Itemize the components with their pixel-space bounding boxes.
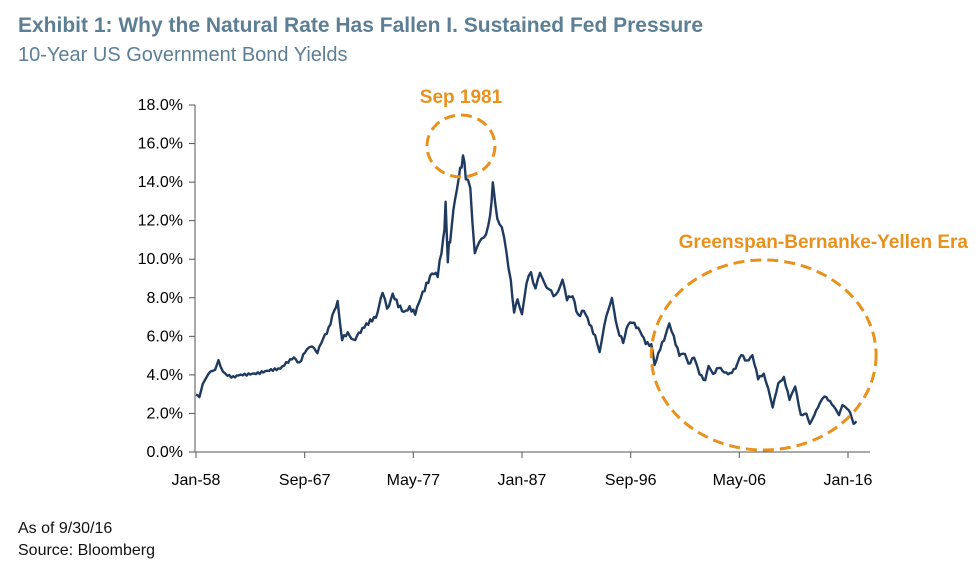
x-tick-label: May-77	[387, 472, 440, 489]
chart-subtitle: 10-Year US Government Bond Yields	[18, 44, 348, 66]
chart-series	[195, 154, 858, 426]
y-tick-label: 0.0%	[147, 444, 183, 461]
sep-1981-ellipse	[425, 113, 497, 179]
y-tick-label: 10.0%	[138, 251, 183, 268]
exhibit-title: Exhibit 1: Why the Natural Rate Has Fall…	[18, 14, 704, 37]
y-tick-label: 14.0%	[138, 174, 183, 191]
y-tick-label: 16.0%	[138, 136, 183, 153]
sep-1981-label: Sep 1981	[420, 87, 503, 108]
x-tick-label: Sep-67	[279, 472, 331, 489]
series-line-10y-yield	[195, 154, 858, 426]
gby-era-ellipse	[649, 258, 878, 452]
chart-annotations: Sep 1981 Greenspan-Bernanke-Yellen Era	[420, 87, 969, 452]
y-tick-label: 6.0%	[147, 328, 183, 345]
gby-era-label: Greenspan-Bernanke-Yellen Era	[679, 232, 969, 253]
y-tick-label: 2.0%	[147, 405, 183, 422]
y-tick-label: 4.0%	[147, 367, 183, 384]
y-tick-label: 8.0%	[147, 290, 183, 307]
y-tick-label: 12.0%	[138, 213, 183, 230]
as-of-note: As of 9/30/16	[18, 520, 113, 537]
x-tick-label: Jan-58	[172, 472, 221, 489]
chart-axes: 0.0% 2.0% 4.0% 6.0% 8.0% 10.0% 12.0% 14.0% 16.0%…	[138, 97, 873, 489]
x-tick-label: Jan-87	[498, 472, 547, 489]
source-note: Source: Bloomberg	[18, 542, 155, 559]
y-tick-label: 18.0%	[138, 97, 183, 114]
x-tick-label: Sep-96	[605, 472, 657, 489]
x-tick-label: May-06	[713, 472, 766, 489]
x-tick-label: Jan-16	[824, 472, 873, 489]
